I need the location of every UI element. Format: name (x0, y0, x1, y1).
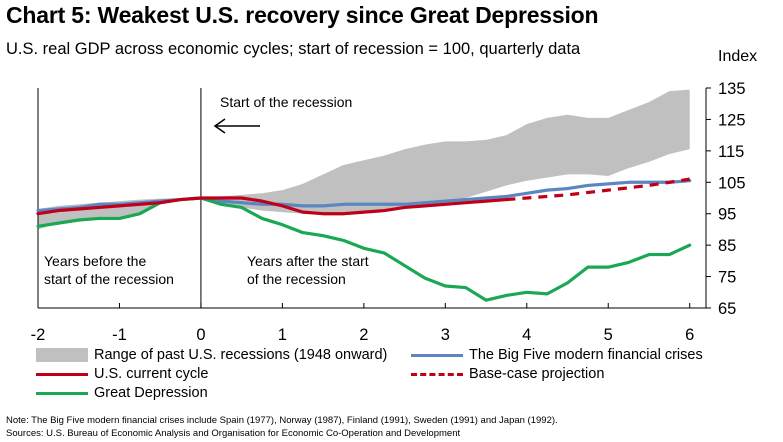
years-after-label-line1: Years after the start (247, 253, 369, 269)
axes-layer: 65 75 85 95 105 115 125 135 -2 -1 0 1 2 3 4 5 6 (31, 80, 746, 344)
footnote-sources: Sources: U.S. Bureau of Economic Analysi… (6, 428, 461, 439)
footnote-note: Note: The Big Five modern financial cris… (6, 415, 558, 426)
x-tick-label: 3 (441, 326, 450, 344)
y-tick-label: 105 (718, 174, 746, 192)
x-tick-label: 2 (359, 326, 368, 344)
x-tick-label: 1 (278, 326, 287, 344)
y-tick-label: 85 (718, 237, 736, 255)
left-arrow-icon (213, 118, 260, 134)
x-tick-label: 4 (522, 326, 531, 344)
years-before-label-line1: Years before the (44, 253, 146, 269)
years-before-label-line2: start of the recession (44, 271, 174, 287)
chart-subtitle: U.S. real GDP across economic cycles; st… (6, 40, 581, 58)
range-band (38, 89, 690, 230)
series-layer (36, 177, 692, 302)
y-tick-label: 135 (718, 80, 746, 98)
x-tick-label: 0 (196, 326, 205, 344)
y-tick-label: 65 (718, 300, 736, 318)
y-tick-label: 95 (718, 206, 736, 224)
base-case-projection-line (506, 177, 690, 202)
annotation-layer: Start of the recession Years before the … (44, 94, 369, 287)
chart-title: Chart 5: Weakest U.S. recovery since Gre… (6, 2, 599, 28)
x-tick-label: 5 (604, 326, 613, 344)
y-tick-label: 115 (718, 143, 744, 161)
y-tick-label: 75 (718, 269, 736, 287)
great-depression-line (36, 196, 692, 302)
years-after-label-line2: of the recession (247, 271, 346, 287)
x-tick-label: -2 (31, 326, 46, 344)
us-current-cycle-line (36, 196, 509, 216)
y-axis-label: Index (718, 48, 758, 65)
footnote: Note: The Big Five modern financial cris… (6, 414, 558, 440)
recession-start-annotation: Start of the recession (220, 94, 352, 110)
x-tick-label: -1 (112, 326, 127, 344)
y-tick-label: 125 (718, 111, 746, 129)
x-tick-label: 6 (685, 326, 694, 344)
range-band-layer (38, 89, 690, 230)
